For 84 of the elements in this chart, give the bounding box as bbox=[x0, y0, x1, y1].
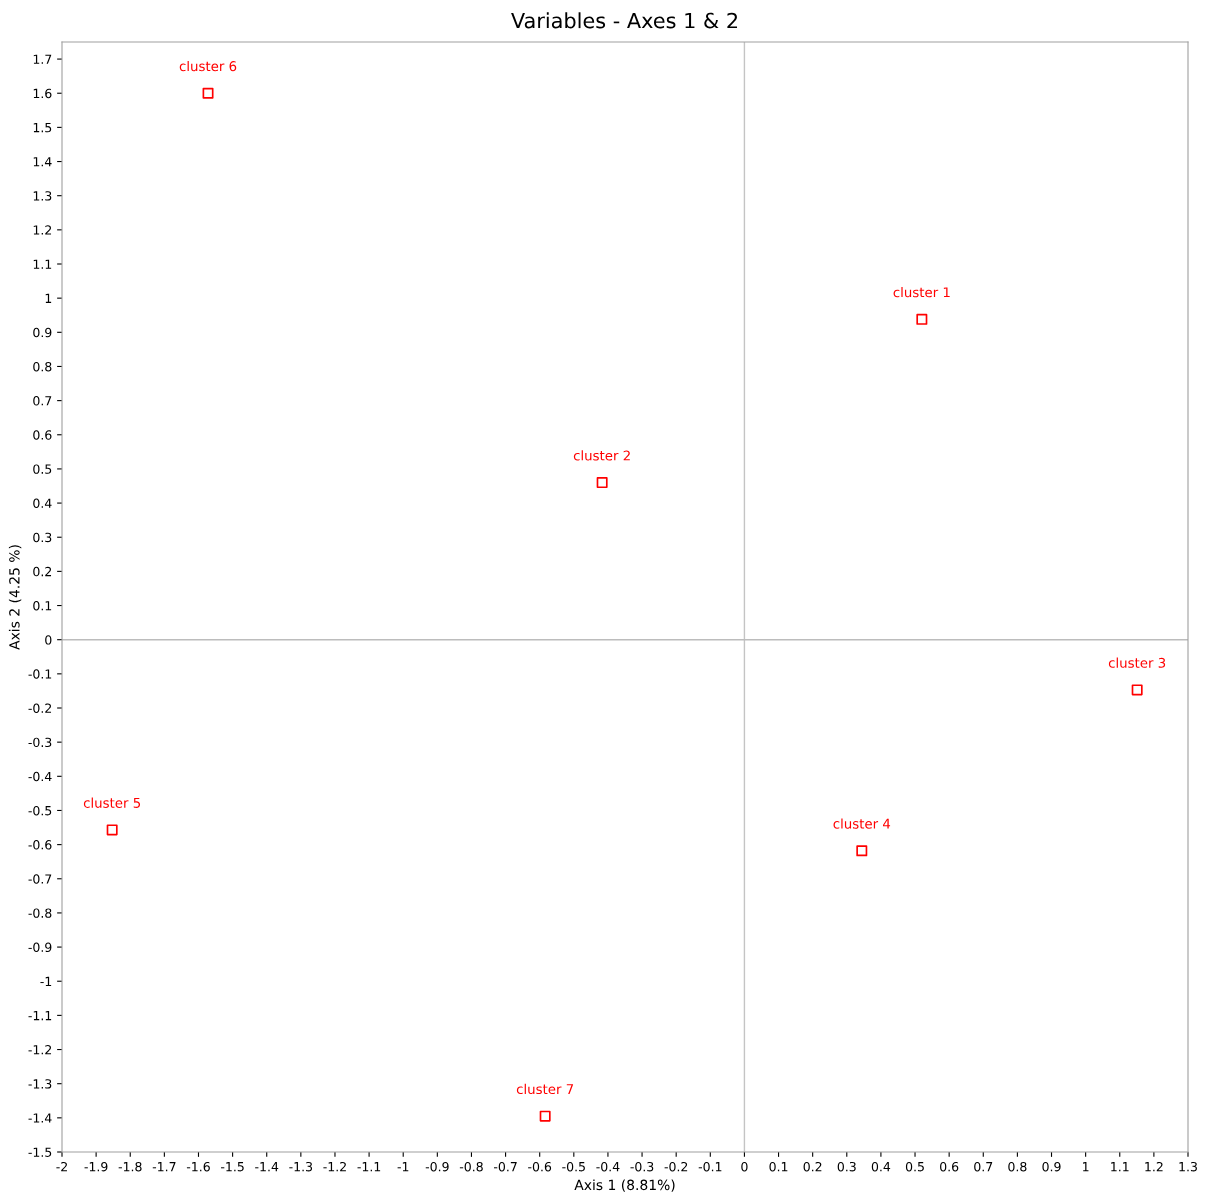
y-tick-label: -1.1 bbox=[28, 1011, 52, 1021]
y-tick-label: 1.7 bbox=[33, 54, 52, 64]
y-tick-label: 1.3 bbox=[33, 191, 52, 201]
annotation: cluster 7 bbox=[516, 1083, 574, 1095]
y-axis-title: Axis 2 (4.25 %) bbox=[8, 545, 22, 650]
x-tick-label: -0.4 bbox=[596, 1161, 620, 1172]
x-tick-label: -0.7 bbox=[493, 1161, 517, 1172]
x-axis-title: Axis 1 (8.81%) bbox=[574, 1179, 675, 1192]
x-tick-label: -0.5 bbox=[562, 1161, 585, 1172]
x-tick-label: -1.1 bbox=[357, 1162, 381, 1172]
y-tick-label: 0 bbox=[45, 635, 52, 645]
x-tick-label: 1.2 bbox=[1145, 1161, 1163, 1172]
y-tick-label: -0.6 bbox=[28, 840, 52, 850]
annotation: cluster 5 bbox=[83, 797, 141, 808]
y-tick-label: -0.7 bbox=[28, 874, 52, 884]
y-tick-label: -0.2 bbox=[28, 703, 52, 713]
x-tick-label: -1.8 bbox=[118, 1161, 142, 1172]
y-tick-label: 1.2 bbox=[33, 225, 52, 235]
y-tick-label: 0.8 bbox=[33, 361, 52, 372]
x-tick-label: 0.8 bbox=[1008, 1161, 1027, 1172]
y-tick-label: 0.4 bbox=[33, 498, 52, 508]
x-tick-label: 0.2 bbox=[803, 1161, 822, 1172]
point bbox=[916, 313, 928, 325]
x-tick-label: 0.5 bbox=[905, 1161, 924, 1172]
y-tick-label: 1 bbox=[45, 293, 52, 303]
y-tick-label: -1.4 bbox=[28, 1113, 52, 1123]
annotation: cluster 1 bbox=[893, 286, 950, 298]
y-tick-label: 0.3 bbox=[33, 532, 52, 543]
y-tick-label: 1.6 bbox=[33, 88, 52, 99]
y-tick-label: -0.1 bbox=[28, 669, 52, 679]
y-tick-label: -1.2 bbox=[28, 1045, 52, 1055]
y-tick-label: 0.2 bbox=[33, 566, 52, 577]
x-tick-label: 0.1 bbox=[769, 1161, 788, 1172]
x-tick-label: -0.8 bbox=[459, 1161, 483, 1172]
y-tick-label: -0.3 bbox=[28, 737, 52, 748]
x-tick-label: 0.7 bbox=[974, 1161, 993, 1172]
y-tick-label: -0.9 bbox=[28, 942, 52, 952]
annotation: cluster 4 bbox=[833, 818, 891, 829]
x-tick-label: -1 bbox=[397, 1162, 409, 1172]
x-tick-label: -1.4 bbox=[255, 1162, 279, 1172]
y-tick-label: 1.4 bbox=[33, 157, 52, 167]
y-tick-label: -0.8 bbox=[28, 908, 52, 918]
y-tick-label: -1 bbox=[40, 976, 52, 986]
x-tick-label: -1.6 bbox=[186, 1161, 210, 1172]
point bbox=[539, 1110, 551, 1122]
point bbox=[202, 87, 214, 99]
point bbox=[596, 477, 608, 489]
x-tick-label: -0.1 bbox=[698, 1161, 722, 1172]
y-tick-label: 0.1 bbox=[33, 601, 52, 611]
y-tick-label: -0.5 bbox=[28, 805, 52, 816]
y-tick-label: -1.5 bbox=[28, 1147, 52, 1157]
y-tick-label: 1.5 bbox=[33, 123, 52, 133]
annotation: cluster 3 bbox=[1108, 657, 1166, 668]
y-tick-label: 0.6 bbox=[33, 430, 52, 440]
point bbox=[106, 824, 118, 836]
x-tick-label: 0.6 bbox=[940, 1161, 959, 1172]
x-tick-label: 0.9 bbox=[1042, 1161, 1061, 1172]
y-tick-label: 0.5 bbox=[33, 464, 52, 474]
y-tick-label: 1.1 bbox=[33, 259, 52, 269]
y-tick-label: 0.9 bbox=[33, 327, 52, 338]
x-tick-label: -1.3 bbox=[289, 1161, 313, 1172]
x-tick-label: -0.6 bbox=[528, 1161, 552, 1172]
x-tick-label: 0.3 bbox=[837, 1161, 856, 1172]
y-tick-label: 0.7 bbox=[33, 396, 52, 406]
x-tick-label: -1.2 bbox=[323, 1161, 346, 1172]
x-tick-label: -2 bbox=[56, 1161, 67, 1172]
x-tick-label: -0.3 bbox=[630, 1161, 654, 1172]
chart-title: Variables - Axes 1 & 2 bbox=[511, 12, 738, 29]
x-tick-label: -0.9 bbox=[425, 1161, 449, 1172]
annotation: cluster 2 bbox=[573, 450, 630, 461]
y-tick-label: -1.3 bbox=[28, 1079, 52, 1089]
x-tick-label: -0.2 bbox=[664, 1161, 688, 1172]
x-tick-label: 1.3 bbox=[1179, 1161, 1197, 1172]
point bbox=[856, 845, 868, 857]
x-tick-label: -1.9 bbox=[84, 1161, 108, 1172]
x-tick-label: 0.4 bbox=[871, 1161, 891, 1172]
x-tick-label: 0 bbox=[741, 1161, 748, 1172]
x-tick-label: -1.5 bbox=[221, 1162, 244, 1172]
x-tick-label: -1.7 bbox=[152, 1162, 176, 1172]
y-tick-label: -0.4 bbox=[28, 771, 52, 782]
x-tick-label: 1 bbox=[1083, 1162, 1089, 1172]
annotation: cluster 6 bbox=[179, 60, 237, 72]
point bbox=[1131, 684, 1143, 696]
x-tick-label: 1.1 bbox=[1111, 1162, 1129, 1172]
